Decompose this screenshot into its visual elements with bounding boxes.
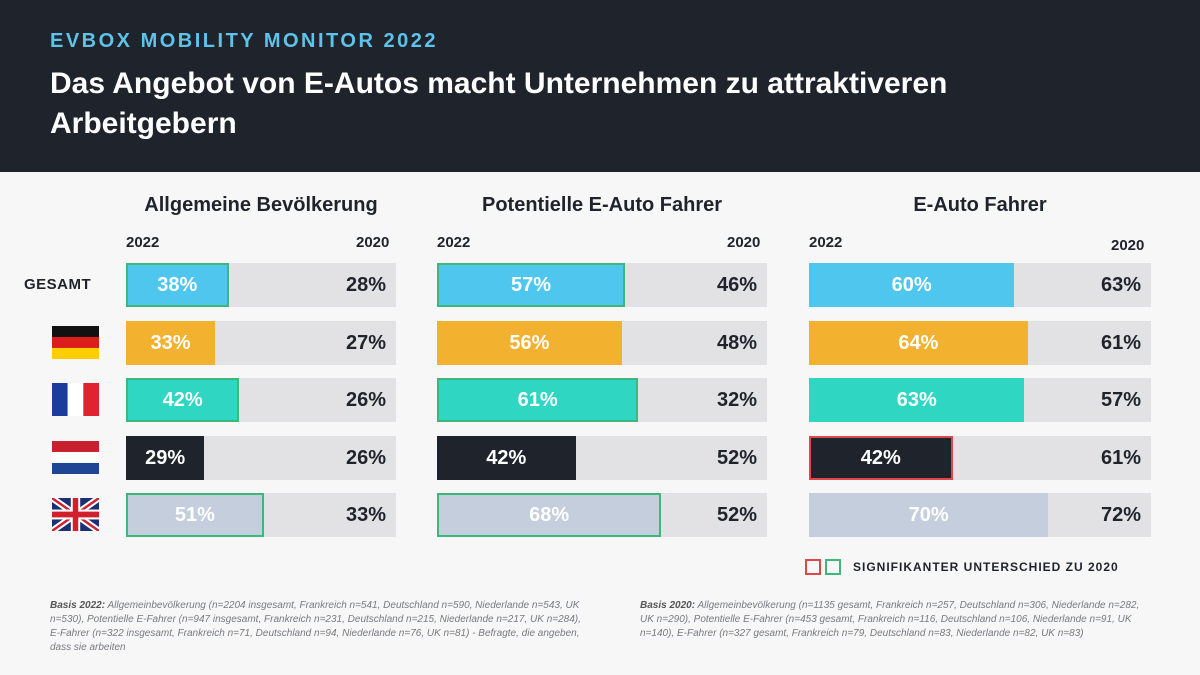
bar-2022: 70% bbox=[809, 493, 1049, 537]
panel-title-2: E-Auto Fahrer bbox=[913, 194, 1047, 216]
bar-track: 38% 28% bbox=[126, 263, 396, 307]
bar-track: 57% 46% bbox=[437, 263, 767, 307]
bar-2022: 33% bbox=[126, 321, 216, 365]
bar-track: 56% 48% bbox=[437, 321, 767, 365]
value-2020-label: 63% bbox=[1100, 274, 1141, 296]
bar-2022: 68% bbox=[437, 493, 662, 537]
year-label-2022-0: 2022 bbox=[126, 234, 160, 251]
bar-2022-label: 56% bbox=[509, 331, 550, 354]
header-banner: EVBOX MOBILITY MONITOR 2022 Das Angebot … bbox=[0, 0, 1200, 172]
netherlands-flag-icon bbox=[52, 441, 99, 474]
bar-2022: 64% bbox=[809, 321, 1028, 365]
footnote-2020: Basis 2020: Allgemeinbevölkerung (n=1135… bbox=[640, 599, 1150, 641]
value-2020-label: 48% bbox=[716, 332, 757, 354]
bar-track: 63% 57% bbox=[809, 378, 1151, 422]
value-2020-label: 27% bbox=[345, 332, 386, 354]
value-2020-label: 28% bbox=[345, 274, 386, 296]
bar-track: 42% 26% bbox=[126, 378, 396, 422]
bar-2022-label: 29% bbox=[145, 446, 186, 469]
france-flag-icon bbox=[52, 383, 99, 416]
bar-track: 42% 61% bbox=[809, 436, 1151, 480]
bar-2022: 57% bbox=[437, 263, 626, 307]
bar-track: 61% 32% bbox=[437, 378, 767, 422]
panel-title-0: Allgemeine Bevölkerung bbox=[144, 194, 378, 216]
bar-2022-label: 64% bbox=[898, 331, 939, 354]
year-label-2022-2: 2022 bbox=[809, 234, 843, 251]
bar-2022: 29% bbox=[126, 436, 205, 480]
bar-2022-label: 38% bbox=[157, 273, 198, 296]
report-kicker: EVBOX MOBILITY MONITOR 2022 bbox=[50, 30, 438, 52]
uk-flag-icon bbox=[52, 498, 99, 531]
year-label-2020-0: 2020 bbox=[356, 234, 390, 251]
footnote-2022: Basis 2022: Allgemeinbevölkerung (n=2204… bbox=[50, 599, 590, 655]
value-2020-label: 72% bbox=[1100, 504, 1141, 526]
value-2020-label: 26% bbox=[345, 447, 386, 469]
bar-2022: 51% bbox=[126, 493, 264, 537]
year-label-2022-1: 2022 bbox=[437, 234, 471, 251]
bar-2022-label: 57% bbox=[511, 273, 552, 296]
footnote-2020-label: Basis 2020: bbox=[640, 600, 696, 611]
value-2020-label: 52% bbox=[716, 504, 757, 526]
value-2020-label: 61% bbox=[1100, 447, 1141, 469]
bar-2022: 42% bbox=[809, 436, 953, 480]
bar-2022: 63% bbox=[809, 378, 1025, 422]
bar-2022: 38% bbox=[126, 263, 229, 307]
bar-2022: 60% bbox=[809, 263, 1015, 307]
bar-2022-label: 70% bbox=[908, 503, 949, 526]
germany-flag-icon bbox=[52, 326, 99, 359]
bar-track: 51% 33% bbox=[126, 493, 396, 537]
legend-text: SIGNIFIKANTER UNTERSCHIED ZU 2020 bbox=[853, 560, 1119, 574]
footnote-2020-text: Allgemeinbevölkerung (n=1135 gesamt, Fra… bbox=[640, 600, 1140, 639]
value-2020-label: 33% bbox=[345, 504, 386, 526]
year-label-2020-2: 2020 bbox=[1111, 237, 1145, 254]
bar-track: 42% 52% bbox=[437, 436, 767, 480]
significance-legend: SIGNIFIKANTER UNTERSCHIED ZU 2020 bbox=[805, 558, 1119, 576]
footnote-2022-label: Basis 2022: bbox=[50, 600, 106, 611]
bar-2022-label: 51% bbox=[174, 503, 215, 526]
value-2020-label: 57% bbox=[1100, 389, 1141, 411]
bar-2022: 56% bbox=[437, 321, 622, 365]
bar-track: 64% 61% bbox=[809, 321, 1151, 365]
legend-green-box-icon bbox=[825, 559, 841, 575]
value-2020-label: 46% bbox=[716, 274, 757, 296]
value-2020-label: 26% bbox=[345, 389, 386, 411]
panel-title-1: Potentielle E-Auto Fahrer bbox=[481, 194, 723, 216]
value-2020-label: 61% bbox=[1100, 332, 1141, 354]
legend-red-box-icon bbox=[805, 559, 821, 575]
bar-2022-label: 42% bbox=[162, 388, 203, 411]
bar-2022: 42% bbox=[126, 378, 240, 422]
bar-2022-label: 42% bbox=[860, 446, 901, 469]
bar-2022-label: 60% bbox=[891, 273, 932, 296]
bar-2022-label: 63% bbox=[896, 388, 937, 411]
bar-track: 33% 27% bbox=[126, 321, 396, 365]
bar-2022: 42% bbox=[437, 436, 576, 480]
bar-2022-label: 61% bbox=[517, 388, 558, 411]
bar-2022: 61% bbox=[437, 378, 639, 422]
bar-track: 29% 26% bbox=[126, 436, 396, 480]
bar-track: 70% 72% bbox=[809, 493, 1151, 537]
bar-2022-label: 68% bbox=[529, 503, 570, 526]
bar-track: 60% 63% bbox=[809, 263, 1151, 307]
value-2020-label: 32% bbox=[716, 389, 757, 411]
footnote-2022-text: Allgemeinbevölkerung (n=2204 insgesamt, … bbox=[50, 600, 581, 653]
bar-2022-label: 33% bbox=[150, 331, 191, 354]
value-2020-label: 52% bbox=[716, 447, 757, 469]
bar-track: 68% 52% bbox=[437, 493, 767, 537]
row-label-0: GESAMT bbox=[24, 276, 92, 293]
year-label-2020-1: 2020 bbox=[727, 234, 761, 251]
page-title: Das Angebot von E-Autos macht Unternehme… bbox=[50, 67, 948, 140]
bar-2022-label: 42% bbox=[486, 446, 527, 469]
